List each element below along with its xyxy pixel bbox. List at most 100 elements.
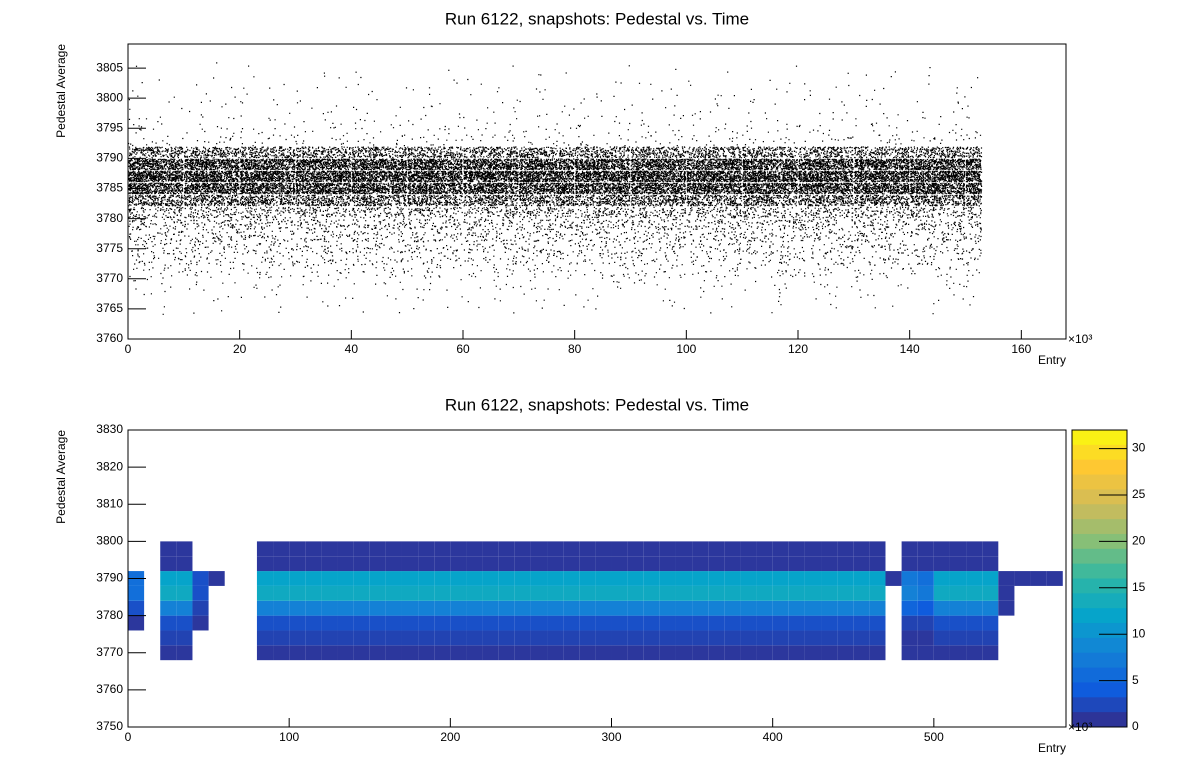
y-tick-label: 3775 (96, 241, 123, 255)
heatmap-cell (772, 541, 789, 557)
scatter-bin (965, 146, 983, 159)
y-tick-label: 3770 (96, 271, 123, 285)
heatmap-cell (321, 571, 338, 586)
x-tick-label: 400 (763, 730, 783, 744)
heatmap-cell (1047, 556, 1063, 571)
heatmap-cell (273, 541, 290, 557)
scatter-bin (972, 296, 975, 298)
heatmap-cell (756, 571, 773, 586)
heatmap-cell (595, 556, 612, 572)
scatter-bin (412, 87, 431, 95)
heatmap-cell (611, 630, 628, 646)
heatmap-cell (305, 615, 322, 631)
heatmap-cell (289, 541, 306, 557)
x-multiplier: ×10³ (1068, 720, 1092, 734)
heatmap-cell (966, 541, 983, 557)
heatmap-cell (256, 600, 274, 616)
heatmap-cell (337, 585, 354, 601)
scatter-bin (407, 182, 463, 195)
heatmap-cell (498, 571, 515, 586)
heatmap-cell (321, 615, 338, 631)
heatmap-cell (821, 556, 838, 572)
scatter-bin (640, 123, 680, 133)
scatter-bin (574, 242, 628, 255)
heatmap-cell (611, 556, 628, 572)
heatmap-cell (273, 630, 290, 646)
heatmap-cell (160, 600, 177, 616)
scatter-bin (479, 279, 514, 290)
heatmap-cell (1031, 586, 1047, 601)
heatmap-cell (949, 630, 967, 646)
y-tick-label: 3760 (96, 682, 123, 696)
colorbar-step (1072, 593, 1127, 609)
heatmap-cell (547, 630, 564, 646)
heatmap-cell (450, 645, 467, 661)
heatmap-cell (241, 556, 257, 571)
heatmap-cell (627, 585, 644, 601)
heatmap-cell (385, 600, 402, 616)
colorbar-step (1072, 519, 1127, 535)
heatmap-cell (514, 600, 531, 616)
scatter-bin (351, 170, 408, 183)
heatmap-cell (1014, 616, 1030, 631)
heatmap-cell (498, 615, 515, 631)
scatter-bin (946, 280, 965, 289)
scatter-bin (132, 90, 175, 98)
heatmap-cell (401, 585, 419, 601)
heatmap-cell (853, 585, 870, 601)
scatter-bin (184, 182, 240, 195)
scatter-bin (584, 115, 617, 123)
scatter-bin (538, 74, 542, 76)
heatmap-cell (353, 600, 370, 616)
scatter-bin (932, 303, 935, 315)
heatmap-cell (821, 541, 838, 557)
scatter-bin (353, 99, 401, 111)
heatmap-cell (949, 615, 967, 631)
heatmap-cell (1031, 556, 1047, 571)
heatmap-cell (579, 645, 596, 661)
heatmap-cell (256, 585, 274, 601)
heatmap-cell (160, 585, 177, 601)
heatmap-cell (708, 571, 725, 586)
heatmap-cell (692, 541, 709, 557)
scatter-bin (574, 182, 631, 195)
heatmap-cell (901, 600, 918, 616)
scatter-bin (518, 170, 575, 183)
heatmap-cell (337, 556, 354, 572)
heatmap-cell (804, 571, 822, 586)
heatmap-cell (385, 645, 402, 661)
scatter-bin (351, 206, 405, 219)
scatter-bin (302, 279, 339, 287)
scatter-bin (798, 194, 854, 207)
scatter-bin (416, 279, 462, 291)
heatmap-cell (563, 585, 580, 601)
heatmap-cell (482, 556, 499, 572)
heatmap-cell (949, 571, 967, 586)
heatmap-cell (337, 600, 354, 616)
heatmap-cell (949, 556, 967, 572)
heatmap-cell (708, 541, 725, 557)
scatter-bin (242, 242, 294, 255)
heatmap-cell (1047, 616, 1063, 631)
chart-title: Run 6122, snapshots: Pedestal vs. Time (445, 395, 749, 414)
heatmap-cell (837, 541, 854, 557)
heatmap-cell (579, 600, 596, 616)
scatter-bin (189, 281, 236, 291)
heatmap-cell (128, 615, 145, 631)
scatter-bin (580, 98, 626, 111)
heatmap-cell (982, 571, 999, 586)
scatter-bin (128, 170, 184, 183)
heatmap-cell (401, 541, 419, 557)
heatmap-cell (643, 541, 660, 557)
scatter-bin (966, 255, 981, 266)
heatmap-cell (853, 556, 870, 572)
heatmap-cell (434, 645, 451, 661)
scatter-bin (910, 266, 957, 278)
heatmap-cell (466, 630, 483, 646)
scatter-bin (351, 194, 408, 207)
heatmap-cell (225, 586, 241, 601)
heatmap-cell (756, 600, 773, 616)
heatmap-cell (353, 615, 370, 631)
heatmap-cell (643, 585, 660, 601)
heatmap-cell (289, 630, 306, 646)
